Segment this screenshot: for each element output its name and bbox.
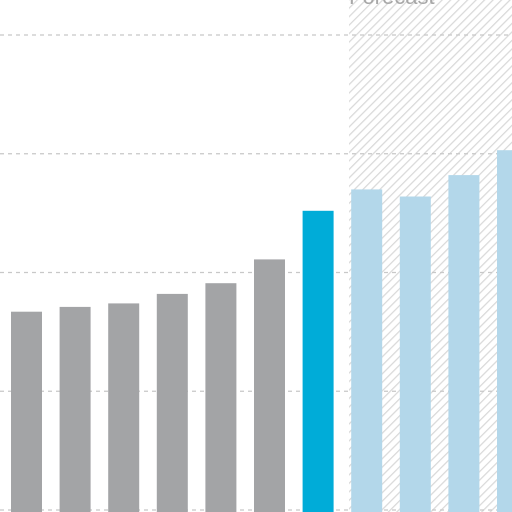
historical-bar — [205, 283, 236, 512]
forecast-bar — [351, 189, 382, 512]
forecast-bar — [448, 175, 479, 512]
historical-bar — [11, 312, 42, 512]
forecast-bar — [497, 150, 512, 512]
forecast-label: Forecast — [349, 0, 435, 9]
historical-bar — [254, 259, 285, 512]
current-bar — [303, 211, 334, 512]
forecast-bar — [400, 197, 431, 512]
historical-bar — [157, 294, 188, 512]
historical-bar — [60, 307, 91, 512]
historical-bar — [108, 303, 139, 512]
